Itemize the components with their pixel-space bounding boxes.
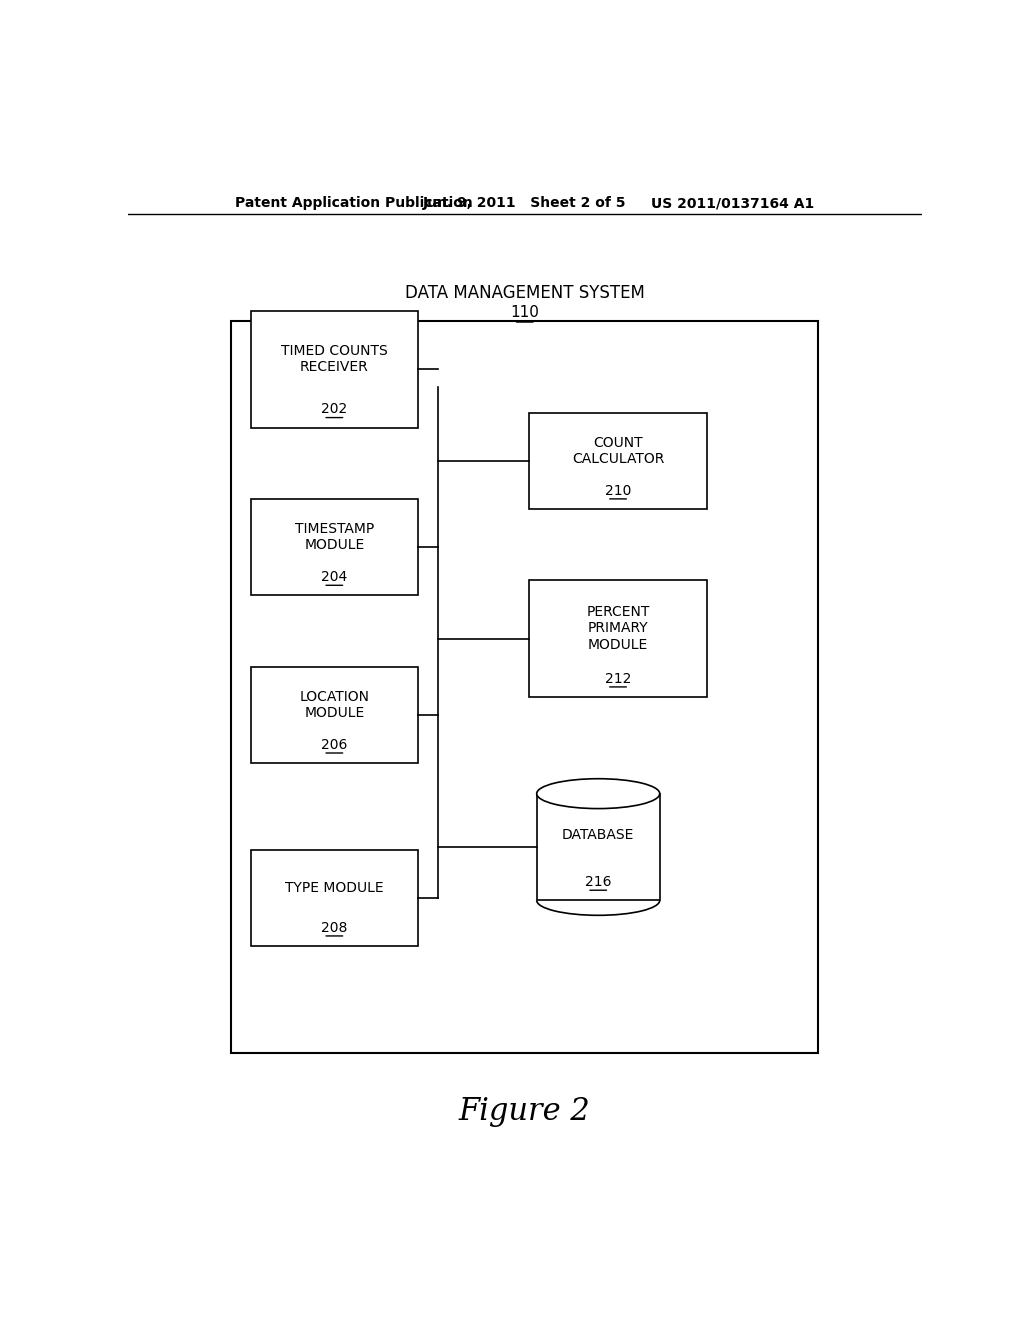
Text: TYPE MODULE: TYPE MODULE: [285, 880, 384, 895]
Text: DATABASE: DATABASE: [562, 828, 635, 842]
Ellipse shape: [537, 779, 659, 809]
Bar: [251, 312, 418, 428]
Bar: [537, 793, 659, 900]
Text: Figure 2: Figure 2: [459, 1097, 591, 1127]
Text: 212: 212: [605, 672, 631, 686]
Bar: [251, 499, 418, 595]
Text: 204: 204: [322, 570, 347, 585]
Bar: [251, 667, 418, 763]
Text: Patent Application Publication: Patent Application Publication: [236, 197, 473, 210]
Bar: [231, 321, 818, 1053]
Text: 202: 202: [322, 403, 347, 416]
Text: PERCENT
PRIMARY
MODULE: PERCENT PRIMARY MODULE: [587, 606, 650, 652]
Text: TIMESTAMP
MODULE: TIMESTAMP MODULE: [295, 521, 374, 552]
Text: 206: 206: [322, 738, 347, 752]
Text: Jun. 9, 2011   Sheet 2 of 5: Jun. 9, 2011 Sheet 2 of 5: [423, 197, 627, 210]
Text: 210: 210: [605, 483, 631, 498]
Text: US 2011/0137164 A1: US 2011/0137164 A1: [651, 197, 814, 210]
Bar: [528, 581, 708, 697]
Bar: [251, 850, 418, 946]
Text: COUNT
CALCULATOR: COUNT CALCULATOR: [571, 436, 665, 466]
Text: TIMED COUNTS
RECEIVER: TIMED COUNTS RECEIVER: [281, 345, 388, 375]
Text: 208: 208: [322, 921, 347, 935]
Text: LOCATION
MODULE: LOCATION MODULE: [299, 689, 370, 719]
Text: 216: 216: [585, 875, 611, 890]
Bar: [528, 412, 708, 510]
Text: DATA MANAGEMENT SYSTEM: DATA MANAGEMENT SYSTEM: [404, 284, 645, 301]
Text: 110: 110: [510, 305, 540, 321]
